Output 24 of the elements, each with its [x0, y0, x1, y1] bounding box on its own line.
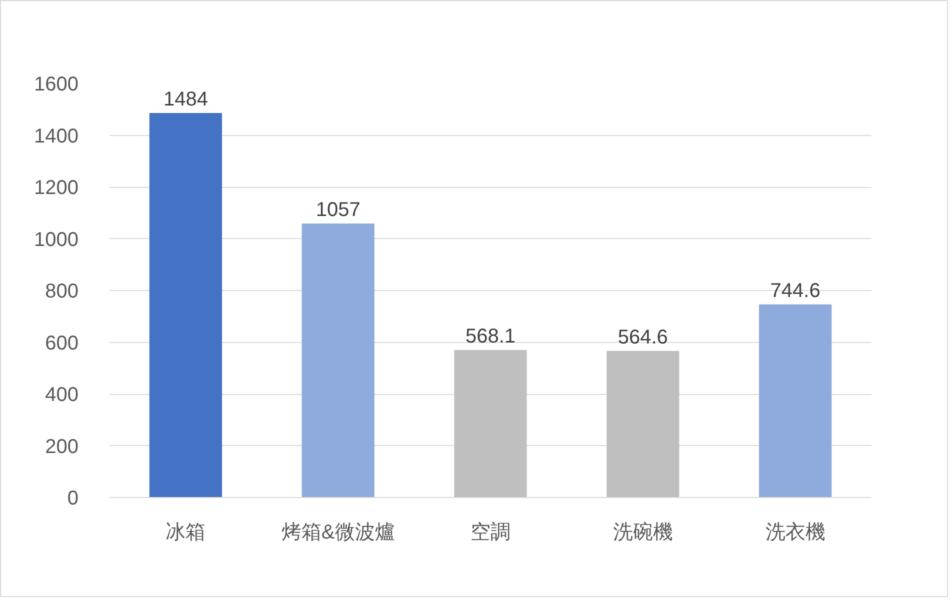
data-label: 1484: [163, 88, 208, 111]
y-tick-label: 1600: [34, 74, 79, 96]
y-tick-label: 1200: [34, 177, 79, 199]
x-tick-label: 洗衣機: [765, 522, 826, 544]
y-tick-label: 800: [45, 280, 79, 302]
y-tick-label: 0: [67, 488, 78, 510]
data-label: 1057: [316, 199, 360, 221]
y-tick-label: 1000: [34, 228, 79, 251]
bar: [758, 304, 832, 498]
bar: [606, 350, 680, 498]
bar: [302, 224, 374, 498]
y-tick-label: 1400: [34, 125, 79, 148]
y-tick-label: 200: [45, 436, 79, 458]
bar: [149, 113, 222, 498]
y-tick-label: 600: [45, 332, 79, 354]
x-tick-label: 烤箱&微波爐: [281, 522, 395, 544]
data-label: 744.6: [770, 280, 820, 302]
data-label: 564.6: [618, 326, 668, 348]
x-tick-label: 冰箱: [166, 522, 206, 544]
x-tick-label: 空調: [470, 522, 510, 544]
bar: [454, 350, 527, 498]
y-tick-label: 400: [45, 384, 79, 406]
data-label: 568.1: [465, 326, 516, 348]
x-tick-label: 洗碗機: [612, 522, 673, 544]
